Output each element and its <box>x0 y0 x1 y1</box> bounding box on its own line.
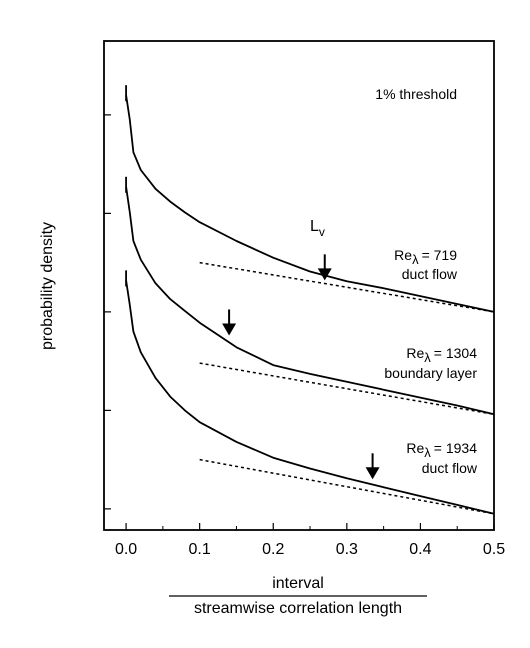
lv-label-main: L <box>310 218 319 235</box>
series-3-label-re: Reλ = 1934 <box>406 440 477 460</box>
curve-series-2 <box>125 186 495 416</box>
curve-series-3 <box>125 280 495 515</box>
curves-group <box>125 85 495 515</box>
arrows-group <box>222 254 380 480</box>
arrow-head-2 <box>222 323 237 336</box>
x-tick-label-0: 0.0 <box>115 541 137 558</box>
x-tick-label-5: 0.5 <box>483 541 505 558</box>
y-axis-ticks <box>104 114 111 510</box>
x-axis-label-denominator: streamwise correlation length <box>194 600 402 617</box>
series-1-label-type: duct flow <box>402 266 458 282</box>
x-tick-label-3: 0.3 <box>336 541 358 558</box>
arrow-head-1 <box>317 268 332 281</box>
series-2-label-re: Reλ = 1304 <box>406 345 477 365</box>
fit-line-series-2 <box>199 362 495 416</box>
series-2-label-type: boundary layer <box>384 365 477 381</box>
arrow-head-3 <box>365 467 380 480</box>
x-tick-label-1: 0.1 <box>189 541 211 558</box>
x-axis-ticks: 0.0 0.1 0.2 0.3 0.4 0.5 <box>115 523 505 558</box>
fit-line-series-1 <box>199 261 495 313</box>
lv-label: Lv <box>310 218 325 239</box>
x-tick-label-2: 0.2 <box>262 541 284 558</box>
fit-lines-group <box>199 261 495 515</box>
threshold-annotation: 1% threshold <box>375 86 457 102</box>
plot-frame <box>103 40 495 531</box>
curve-series-1 <box>125 95 495 313</box>
series-3-label-type: duct flow <box>422 460 478 476</box>
series-1-label-re: Reλ = 719 <box>394 247 457 267</box>
x-axis-label-numerator: interval <box>272 575 324 592</box>
x-tick-label-4: 0.4 <box>409 541 431 558</box>
fit-line-series-3 <box>199 458 495 515</box>
y-axis-label: probability density <box>39 222 56 350</box>
lv-label-sub: v <box>319 225 325 239</box>
